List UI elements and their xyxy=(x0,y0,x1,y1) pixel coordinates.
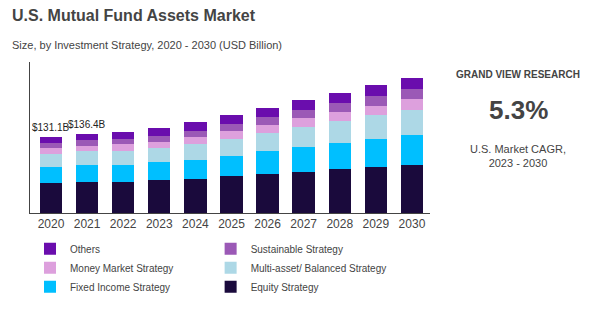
svg-text:2029: 2029 xyxy=(363,217,390,231)
svg-text:Sustainable Strategy: Sustainable Strategy xyxy=(251,244,343,255)
svg-text:2026: 2026 xyxy=(254,217,281,231)
svg-text:2028: 2028 xyxy=(326,217,353,231)
svg-text:2030: 2030 xyxy=(399,217,426,231)
svg-text:$131.1B: $131.1B xyxy=(32,122,70,133)
svg-text:2025: 2025 xyxy=(218,217,245,231)
svg-text:Others: Others xyxy=(70,244,100,255)
svg-text:2024: 2024 xyxy=(182,217,209,231)
svg-text:2021: 2021 xyxy=(74,217,101,231)
svg-text:2027: 2027 xyxy=(290,217,317,231)
svg-text:$136.4B: $136.4B xyxy=(68,119,106,130)
svg-text:GRAND VIEW RESEARCH: GRAND VIEW RESEARCH xyxy=(456,69,580,80)
svg-text:Size, by Investment Strategy,: Size, by Investment Strategy, 2020 - 203… xyxy=(12,39,282,51)
svg-text:Fixed Income Strategy: Fixed Income Strategy xyxy=(70,282,170,293)
svg-text:U.S. Market CAGR,2023 - 2030: U.S. Market CAGR,2023 - 2030 xyxy=(470,143,566,169)
svg-text:5.3%: 5.3% xyxy=(489,95,548,125)
svg-text:U.S. Mutual Fund Assets Market: U.S. Mutual Fund Assets Market xyxy=(12,7,256,24)
svg-text:2022: 2022 xyxy=(110,217,137,231)
svg-text:Money Market Strategy: Money Market Strategy xyxy=(70,263,173,274)
svg-text:Multi-asset/ Balanced Strategy: Multi-asset/ Balanced Strategy xyxy=(251,263,387,274)
svg-text:2020: 2020 xyxy=(38,217,65,231)
svg-text:2023: 2023 xyxy=(146,217,173,231)
svg-text:Equity Strategy: Equity Strategy xyxy=(251,282,319,293)
